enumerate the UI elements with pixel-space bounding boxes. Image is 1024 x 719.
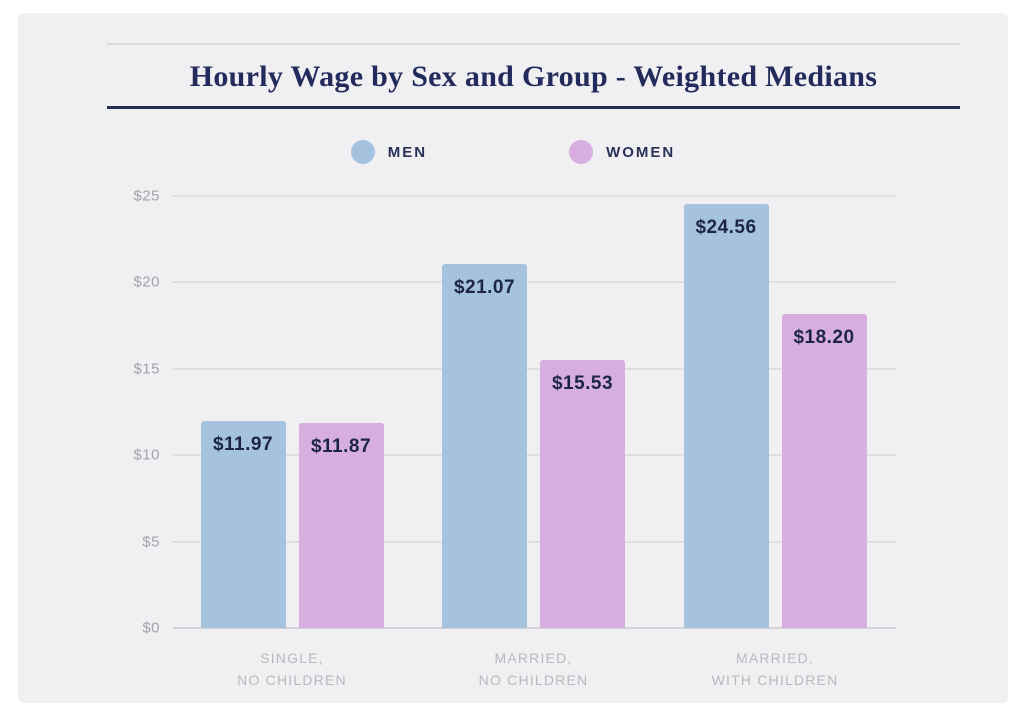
bar-value-label: $11.87 <box>310 435 372 457</box>
legend: MEN WOMEN <box>18 140 1008 164</box>
gridline <box>173 540 896 543</box>
legend-label-women: WOMEN <box>606 143 676 161</box>
bar-women-group2: $15.53 <box>540 359 625 628</box>
bar-men-group3: $24.56 <box>683 203 769 628</box>
bar-women-group1: $11.87 <box>298 422 384 628</box>
bar-women-group3: $18.20 <box>781 313 867 628</box>
gridline <box>173 454 896 457</box>
gridline <box>173 281 896 284</box>
bar-value-label: $18.20 <box>793 326 855 348</box>
bar-value-label: $15.53 <box>551 372 614 394</box>
x-axis-category-label: MARRIED, WITH CHILDREN <box>711 650 839 688</box>
y-axis-tick-label: $0 <box>142 619 160 637</box>
legend-item-men: MEN <box>350 140 428 164</box>
legend-swatch-men-icon <box>350 140 375 164</box>
y-axis-tick-label: $25 <box>133 187 160 205</box>
gridline <box>173 367 896 370</box>
legend-swatch-women-icon <box>569 140 594 164</box>
y-axis-tick-label: $10 <box>133 446 160 464</box>
bar-men-group1: $11.97 <box>200 421 286 628</box>
bar-value-label: $21.07 <box>453 276 516 298</box>
y-axis-tick-label: $20 <box>133 273 160 291</box>
gridline <box>173 195 896 197</box>
chart-panel: Hourly Wage by Sex and Group - Weighted … <box>18 13 1008 703</box>
x-axis-category-label: MARRIED, NO CHILDREN <box>478 650 589 688</box>
x-axis-category-label: SINGLE, NO CHILDREN <box>237 650 347 688</box>
legend-item-women: WOMEN <box>569 140 675 164</box>
bar-men-group2: $21.07 <box>442 263 527 628</box>
title-rule-bottom <box>107 106 960 109</box>
plot-area: $0 $5 $10 $15 $20 $25 $11.97 $11.87 SINGLE, NO C… <box>133 188 896 688</box>
y-axis-tick-label: $15 <box>133 360 160 378</box>
legend-label-men: MEN <box>387 143 428 161</box>
gridline <box>173 627 896 629</box>
title-rule-top <box>107 43 960 45</box>
bar-value-label: $24.56 <box>695 216 757 238</box>
y-axis-tick-label: $5 <box>142 533 160 551</box>
bar-value-label: $11.97 <box>212 434 274 456</box>
chart-title: Hourly Wage by Sex and Group - Weighted … <box>189 60 878 93</box>
